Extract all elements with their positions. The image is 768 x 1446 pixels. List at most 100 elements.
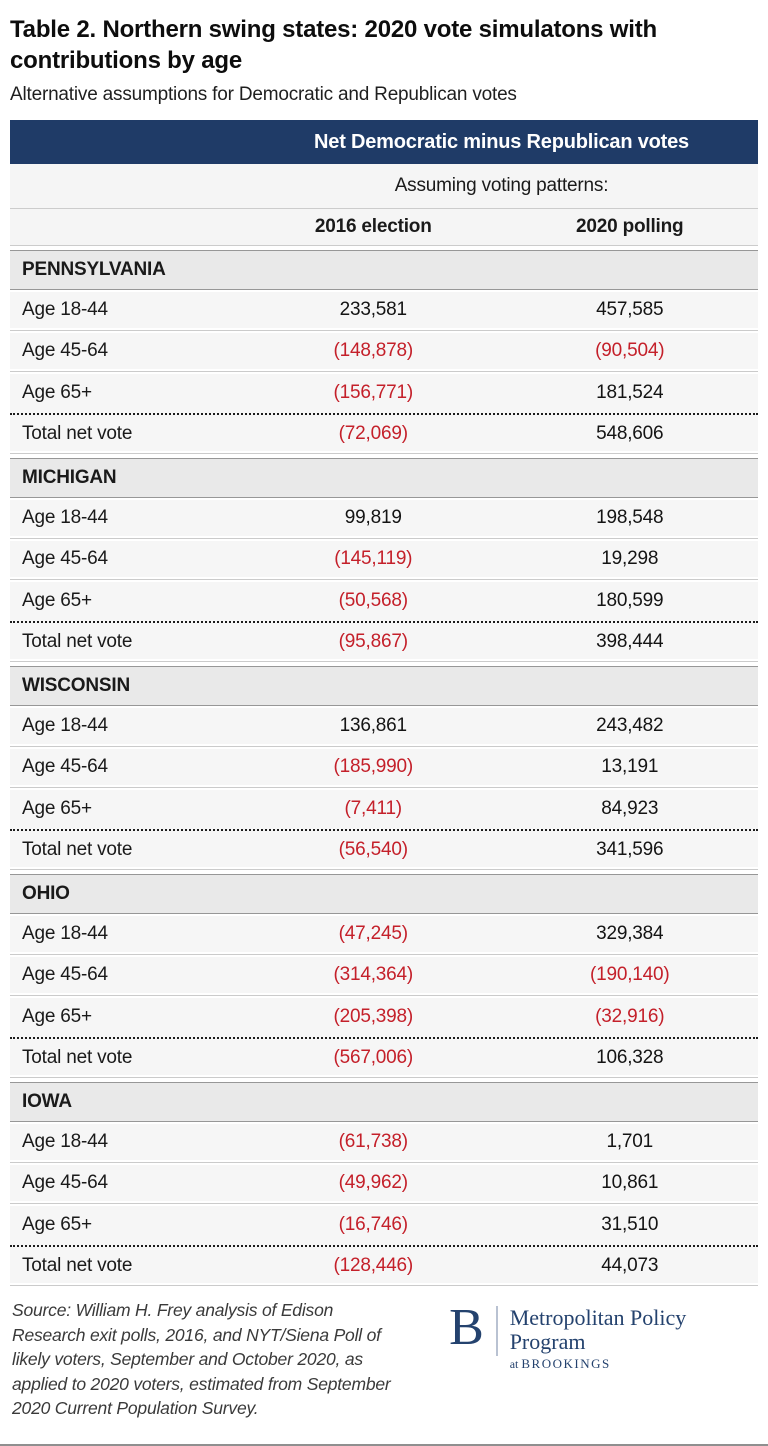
- state-name: WISCONSIN: [22, 675, 130, 696]
- cell-value: (148,878): [333, 340, 414, 361]
- row-label: Total net vote: [22, 839, 133, 860]
- table-row: Age 45-64 (49,962) 10,861: [10, 1163, 758, 1204]
- cell-value: 44,073: [601, 1255, 659, 1276]
- row-label: Age 65+: [22, 1213, 92, 1235]
- table-row: Age 65+ (205,398) (32,916): [10, 996, 758, 1037]
- assuming-label: Assuming voting patterns:: [394, 175, 609, 196]
- cell-value: 1,701: [606, 1131, 654, 1152]
- cell-value: (156,771): [333, 381, 414, 403]
- cell-value: 180,599: [596, 589, 664, 611]
- cell-value: 181,524: [596, 381, 664, 403]
- logo-at-word: at: [509, 1357, 519, 1371]
- column-header-2020: 2020 polling: [576, 216, 684, 237]
- row-label: Age 45-64: [22, 1172, 108, 1193]
- cell-value: 548,606: [596, 423, 664, 444]
- table-row: Age 18-44 233,581 457,585: [10, 290, 758, 331]
- cell-value: 99,819: [344, 507, 402, 528]
- cell-value: 31,510: [601, 1213, 659, 1235]
- state-header-michigan: MICHIGAN: [10, 458, 758, 498]
- table-row: Age 65+ (7,411) 84,923: [10, 788, 758, 829]
- cell-value: (567,006): [333, 1047, 414, 1068]
- cell-value: (128,446): [333, 1255, 414, 1276]
- cell-value: 457,585: [596, 299, 664, 320]
- row-label: Age 45-64: [22, 340, 108, 361]
- row-label: Age 45-64: [22, 964, 108, 985]
- cell-value: 398,444: [596, 631, 664, 652]
- total-row: Total net vote (95,867) 398,444: [10, 621, 758, 662]
- column-header-2016: 2016 election: [314, 216, 432, 237]
- cell-value: (49,962): [338, 1172, 408, 1193]
- cell-value: (72,069): [338, 423, 408, 444]
- cell-value: 198,548: [596, 507, 664, 528]
- brookings-b-icon: B: [449, 1299, 484, 1356]
- cell-value: (145,119): [334, 548, 413, 569]
- row-label: Age 45-64: [22, 548, 108, 569]
- logo-text: Metropolitan Policy Program at BROOKINGS: [510, 1304, 756, 1372]
- state-name: IOWA: [22, 1091, 72, 1112]
- row-label: Age 65+: [22, 381, 92, 403]
- state-header-iowa: IOWA: [10, 1082, 758, 1122]
- brookings-logo: B Metropolitan Policy Program at BROOKIN…: [449, 1299, 756, 1421]
- source-note: Source: William H. Frey analysis of Edis…: [12, 1300, 391, 1418]
- table-row: Age 18-44 99,819 198,548: [10, 498, 758, 539]
- cell-value: 136,861: [339, 715, 407, 736]
- row-label: Total net vote: [22, 423, 133, 444]
- total-row: Total net vote (567,006) 106,328: [10, 1037, 758, 1078]
- page-title: Table 2. Northern swing states: 2020 vot…: [10, 16, 657, 74]
- cell-value: (205,398): [333, 1005, 414, 1027]
- table-row: Age 45-64 (148,878) (90,504): [10, 331, 758, 372]
- cell-value: (190,140): [589, 964, 670, 985]
- total-row: Total net vote (56,540) 341,596: [10, 829, 758, 870]
- cell-value: 233,581: [339, 299, 407, 320]
- row-label: Age 18-44: [22, 1131, 108, 1152]
- row-label: Age 65+: [22, 797, 92, 819]
- row-label: Total net vote: [22, 1047, 133, 1068]
- row-label: Age 18-44: [22, 715, 108, 736]
- cell-value: (90,504): [595, 340, 665, 361]
- cell-value: (16,746): [338, 1213, 408, 1235]
- table-row: Age 18-44 (61,738) 1,701: [10, 1122, 758, 1163]
- logo-program-name: Metropolitan Policy Program: [509, 1305, 687, 1354]
- cell-value: 106,328: [596, 1047, 664, 1068]
- logo-at-brookings: at BROOKINGS: [510, 1356, 756, 1372]
- cell-value: (7,411): [344, 797, 403, 819]
- table-row: Age 45-64 (185,990) 13,191: [10, 747, 758, 788]
- cell-value: 10,861: [601, 1172, 659, 1193]
- cell-value: 341,596: [596, 839, 664, 860]
- cell-value: (61,738): [338, 1131, 408, 1152]
- logo-brookings-word: BROOKINGS: [521, 1356, 611, 1371]
- table-row: Age 45-64 (145,119) 19,298: [10, 539, 758, 580]
- row-label: Age 45-64: [22, 756, 108, 777]
- cell-value: (314,364): [333, 964, 414, 985]
- figure-footer: Source: William H. Frey analysis of Edis…: [10, 1286, 758, 1421]
- row-label: Age 65+: [22, 589, 92, 611]
- total-row: Total net vote (128,446) 44,073: [10, 1245, 758, 1286]
- cell-value: (50,568): [338, 589, 408, 611]
- cell-value: (185,990): [333, 756, 414, 777]
- logo-divider: [495, 1306, 498, 1356]
- cell-value: 243,482: [596, 715, 664, 736]
- column-headers-row: 2016 election 2020 polling: [10, 209, 758, 246]
- vote-simulation-table: Net Democratic minus Republican votes As…: [10, 120, 758, 1286]
- assuming-row: Assuming voting patterns:: [10, 164, 758, 209]
- row-label: Age 18-44: [22, 507, 108, 528]
- cell-value: 19,298: [601, 548, 659, 569]
- row-label: Total net vote: [22, 1255, 133, 1276]
- state-header-wisconsin: WISCONSIN: [10, 666, 758, 706]
- table-row: Age 65+ (156,771) 181,524: [10, 372, 758, 413]
- table-header-bar: Net Democratic minus Republican votes: [10, 120, 758, 164]
- cell-value: (47,245): [338, 923, 408, 944]
- bottom-rule: [0, 1444, 768, 1446]
- cell-value: (56,540): [338, 839, 408, 860]
- total-row: Total net vote (72,069) 548,606: [10, 413, 758, 454]
- state-name: PENNSYLVANIA: [22, 259, 166, 280]
- row-label: Age 65+: [22, 1005, 92, 1027]
- cell-value: 329,384: [596, 923, 664, 944]
- table-row: Age 18-44 136,861 243,482: [10, 706, 758, 747]
- cell-value: 84,923: [601, 797, 659, 819]
- state-name: MICHIGAN: [22, 467, 117, 488]
- cell-value: (32,916): [595, 1005, 665, 1027]
- table-row: Age 18-44 (47,245) 329,384: [10, 914, 758, 955]
- span-header: Net Democratic minus Republican votes: [314, 130, 689, 153]
